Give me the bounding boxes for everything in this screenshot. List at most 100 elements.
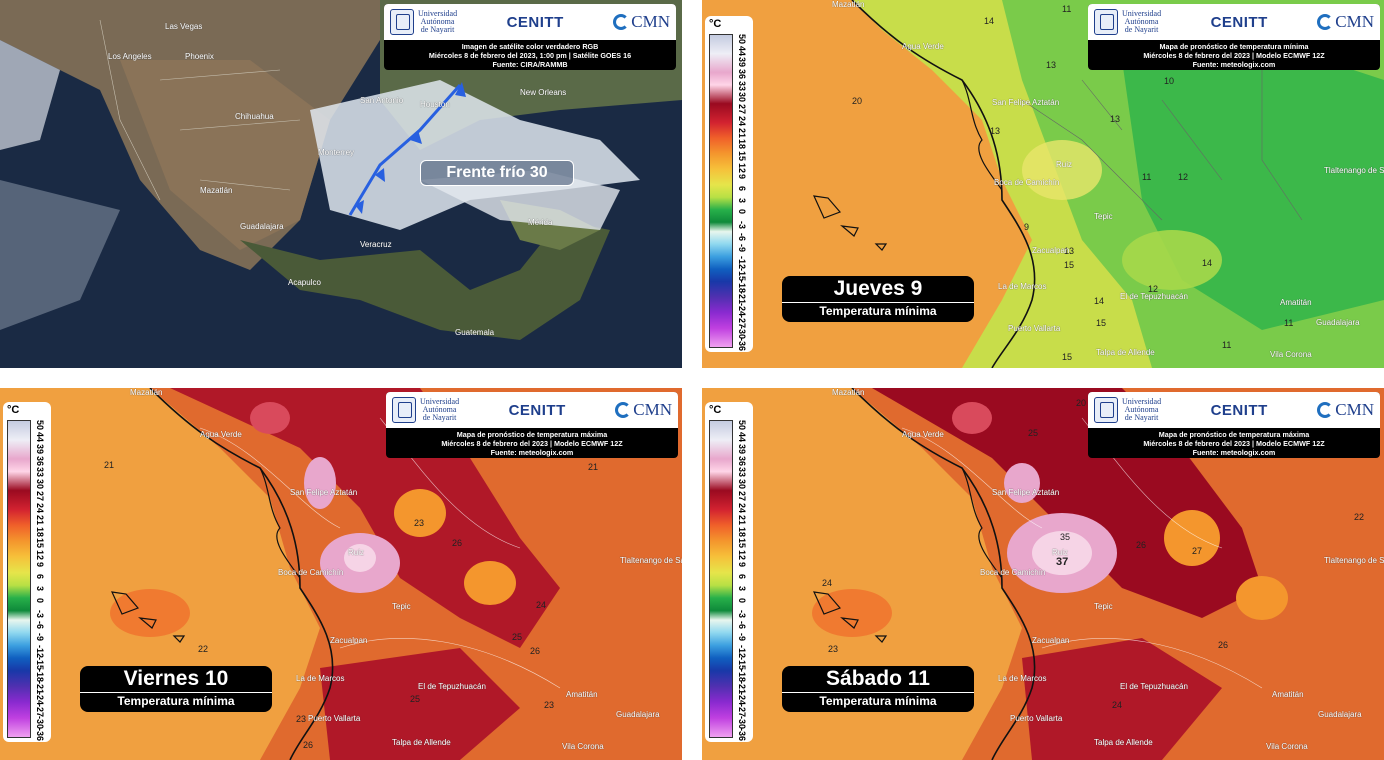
- header-line: Miércoles 8 de febrero del 2023, 1:00 pm…: [428, 51, 632, 60]
- place-label: New Orleans: [520, 88, 567, 97]
- place-label: El de Tepuzhuacán: [1120, 292, 1188, 301]
- value-label: 27: [1192, 546, 1203, 556]
- place-label: San Felipe Aztatán: [290, 488, 358, 497]
- unan-logo: Universidad Autónoma de Nayarit: [390, 9, 457, 35]
- value-label: 14: [984, 16, 995, 26]
- unan-logo: Universidad Autónoma de Nayarit: [1094, 397, 1161, 423]
- legend-tick-label: 6: [737, 186, 747, 192]
- place-label: Mazatlán: [200, 186, 233, 195]
- header-box: Universidad Autónoma de Nayarit CENITT CMN…: [1088, 392, 1380, 458]
- place-label: Ruiz: [1056, 160, 1073, 169]
- cmn-logo: CMN: [1317, 400, 1374, 420]
- legend-ticks: 50 44 39 36 33 30 27 24 21 18 15 12 9 6 3 0 -3 -6 -9 -12 -15…: [33, 420, 47, 741]
- swirl-icon: [1317, 14, 1334, 30]
- place-label: San Antonio: [360, 96, 404, 105]
- unan-logo: Universidad Autónoma de Nayarit: [1094, 9, 1161, 35]
- place-label: Las Vegas: [165, 22, 203, 31]
- satellite-panel: Los Angeles Las Vegas Phoenix Chihuahua …: [0, 0, 682, 368]
- place-label: Puerto Vallarta: [308, 714, 361, 723]
- value-label: 11: [1142, 172, 1152, 182]
- value-label: 23: [296, 714, 307, 724]
- place-label: Agua Verde: [200, 430, 242, 439]
- place-label: Boca de Camichín: [278, 568, 344, 577]
- day-title: Viernes 10: [123, 667, 229, 690]
- legend-tick-label: -15: [737, 267, 747, 281]
- cenitt-logo: CENITT: [506, 13, 564, 31]
- legend-tick-label: 39: [35, 443, 45, 454]
- place-label: Mérida: [528, 218, 553, 227]
- legend-tick-label: 33: [35, 467, 45, 478]
- legend-tick-label: 9: [35, 562, 45, 568]
- header-line: Mapa de pronóstico de temperatura mínima: [1159, 42, 1309, 51]
- value-label: 24: [1112, 700, 1123, 710]
- logo-strip: Universidad Autónoma de Nayarit CENITT CMN: [384, 4, 676, 40]
- value-label: 22: [198, 644, 209, 654]
- legend-tick-label: 18: [35, 526, 45, 537]
- value-label: 23: [544, 700, 555, 710]
- value-label: 26: [530, 646, 541, 656]
- place-label: Tepic: [392, 602, 411, 611]
- value-label: 26: [1218, 640, 1229, 650]
- cenitt-logo: CENITT: [508, 401, 566, 419]
- legend-tick-label: 27: [737, 104, 747, 115]
- value-label: 13: [1046, 60, 1057, 70]
- value-label: 12: [1178, 172, 1189, 182]
- legend-tick-label: -24: [737, 302, 747, 316]
- value-label: 25: [512, 632, 523, 642]
- place-label: Tepic: [1094, 212, 1113, 221]
- legend-tick-label: 21: [35, 514, 45, 525]
- legend-tick-label: 36: [35, 455, 45, 466]
- place-label: Vila Corona: [562, 742, 604, 751]
- legend-tick-label: 39: [737, 57, 747, 68]
- place-label: Houston: [420, 100, 450, 109]
- place-label: Vila Corona: [1270, 350, 1312, 359]
- legend-tick-label: 0: [737, 209, 747, 215]
- place-label: Amatitán: [1280, 298, 1312, 307]
- legend-tick-label: 6: [35, 574, 45, 580]
- place-label: Chihuahua: [235, 112, 274, 121]
- value-label: 24: [822, 578, 833, 588]
- header-line: Fuente: meteologix.com: [1192, 60, 1276, 69]
- header-line: Imagen de satélite color verdadero RGB: [461, 42, 599, 51]
- temperature-legend: °C 50 44 39 36 33 30 27 24 21 18 15 12 9 6 3 0 -3 -6 -9 -12…: [3, 402, 51, 742]
- value-label: 20: [1076, 398, 1087, 408]
- value-label: 15: [1096, 318, 1107, 328]
- legend-tick-label: -9: [737, 633, 747, 642]
- legend-color-bar: [709, 420, 733, 738]
- temperature-legend: °C 50 44 39 36 33 30 27 24 21 18 15 12 9 6 3 0 -3 -6 -9 -12…: [705, 402, 753, 742]
- place-label: Boca de Camichín: [980, 568, 1046, 577]
- place-label: Veracruz: [360, 240, 392, 249]
- legend-tick-label: 12: [35, 550, 45, 561]
- value-label: 20: [852, 96, 863, 106]
- legend-tick-label: 36: [737, 69, 747, 80]
- legend-tick-label: -9: [737, 244, 747, 253]
- legend-tick-label: 27: [737, 491, 747, 502]
- place-label: Guatemala: [455, 328, 495, 337]
- value-label: 11: [1062, 4, 1072, 14]
- value-label: 11: [1222, 340, 1232, 350]
- legend-tick-label: 36: [737, 455, 747, 466]
- swirl-icon: [613, 14, 630, 30]
- header-line: Mapa de pronóstico de temperatura máxima: [1158, 430, 1310, 439]
- value-label: 22: [1354, 512, 1365, 522]
- value-label: 21: [588, 462, 599, 472]
- header-line: Miércoles 8 de febrero del 2023 | Modelo…: [441, 439, 623, 448]
- legend-tick-label: -6: [737, 621, 747, 630]
- legend-tick-label: 9: [737, 174, 747, 180]
- legend-tick-label: 24: [737, 502, 747, 513]
- legend-unit: °C: [7, 404, 20, 416]
- logo-strip: Universidad Autónoma de Nayarit CENITT CMN: [1088, 392, 1380, 428]
- value-label: 15: [1062, 352, 1073, 362]
- place-label: Mazatlán: [130, 388, 163, 397]
- place-label: Amatitán: [566, 690, 598, 699]
- legend-color-bar: [7, 420, 31, 738]
- cmn-logo: CMN: [615, 400, 672, 420]
- place-label: La de Marcos: [296, 674, 345, 683]
- unan-seal-icon: [1094, 9, 1118, 35]
- place-label: Vila Corona: [1266, 742, 1308, 751]
- place-label: San Felipe Aztatán: [992, 488, 1060, 497]
- legend-tick-label: -15: [737, 656, 747, 670]
- swirl-icon: [1317, 402, 1334, 418]
- header-line: Mapa de pronóstico de temperatura máxima: [456, 430, 608, 439]
- place-label: Acapulco: [288, 278, 321, 287]
